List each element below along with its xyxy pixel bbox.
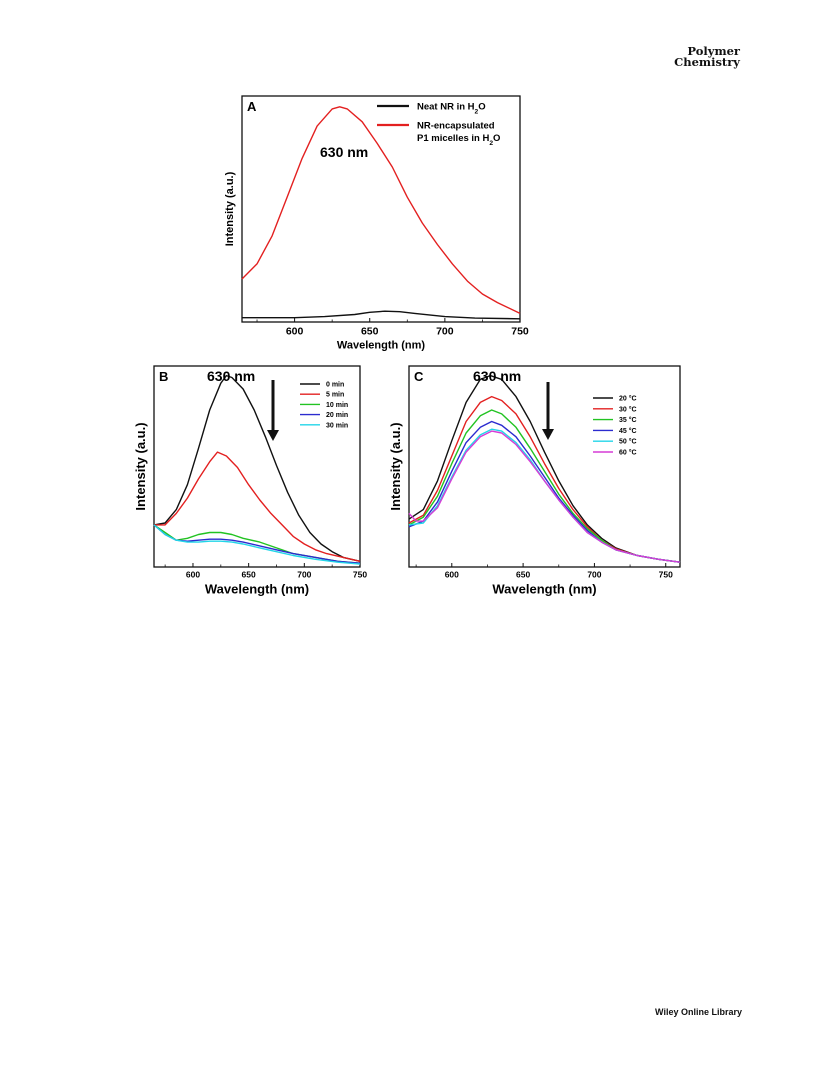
legend-label: 20 min [326,412,348,419]
series-line-0 [242,310,521,320]
legend: Neat NR in H2O NR-encapsulated P1 micelles… [377,101,500,146]
x-tick-label: 600 [186,570,200,580]
decrease-arrow-head [542,429,554,440]
footer-library: Wiley Online Library [655,1007,742,1017]
series-line-4 [153,524,361,565]
series-line-3 [408,420,681,563]
y-axis-title: Intensity (a.u.) [388,422,403,510]
journal-name: Polymer Chemistry [674,44,740,69]
legend-label: 0 min [326,381,344,388]
legend-label: 5 min [326,392,344,399]
chart-panel-a: A 600 650 700 750 Wavelength (nm) Intensity (a… [224,95,529,352]
chart-panel-b: B 600 650 700 750 Wavelength (nm) Intensity (a… [133,365,367,597]
legend: 0 min 5 min 10 min 20 min 30 min [300,381,348,429]
legend-label: 60 °C [619,448,637,456]
legend-label: 30 min [326,422,348,429]
x-tick-label: 650 [361,326,379,338]
journal-name-line2: Chemistry [674,55,740,69]
decrease-arrow-head [267,430,279,441]
x-tick-label: 700 [436,326,454,338]
series-line-1 [154,451,361,562]
legend-label: 45 °C [619,427,637,435]
legend-label: NR-encapsulated [417,120,495,131]
series-line-5 [408,430,681,563]
plot-frame [408,365,681,568]
x-tick-label: 750 [353,570,367,580]
chart-panel-c: C 600 650 700 750 Wavelength (nm) Intensity (a… [388,365,681,597]
legend-label: 35 °C [619,416,637,424]
series-line-2 [153,524,361,564]
x-tick-label: 650 [516,570,530,580]
plot-frame [241,95,521,323]
x-tick-label: 600 [286,326,304,338]
x-axis-title: Wavelength (nm) [337,340,426,352]
legend-label: 10 min [326,402,348,409]
plot-frame [153,365,361,568]
x-axis-title: Wavelength (nm) [492,582,596,597]
legend-label: 50 °C [619,438,637,446]
y-axis-title: Intensity (a.u.) [133,422,148,510]
journal-name-line1: Polymer [687,44,740,58]
legend-label: Neat NR in H2O [417,101,486,115]
x-tick-label: 700 [587,570,601,580]
peak-annotation: 630 nm [207,368,255,384]
panel-letter: C [414,369,424,384]
series-line-0 [153,374,361,562]
series-line-1 [408,395,681,563]
x-tick-label: 650 [242,570,256,580]
legend-label: 30 °C [619,405,637,413]
legend-label: P1 micelles in H2O [417,133,500,147]
x-tick-label: 600 [445,570,459,580]
legend-label: 20 °C [619,394,637,402]
series-line-1 [241,106,521,315]
x-tick-label: 750 [511,326,529,338]
peak-annotation: 630 nm [320,144,368,160]
series-line-4 [408,428,681,563]
y-axis-title: Intensity (a.u.) [224,171,236,246]
series-line-0 [408,374,681,563]
peak-annotation: 630 nm [473,368,521,384]
x-tick-label: 750 [659,570,673,580]
x-tick-label: 700 [297,570,311,580]
x-axis-title: Wavelength (nm) [205,582,309,597]
panel-letter: A [247,99,257,114]
legend: 20 °C 30 °C 35 °C 45 °C 50 °C 60 °C [593,394,637,456]
series-line-3 [153,524,361,564]
panel-letter: B [159,369,168,384]
